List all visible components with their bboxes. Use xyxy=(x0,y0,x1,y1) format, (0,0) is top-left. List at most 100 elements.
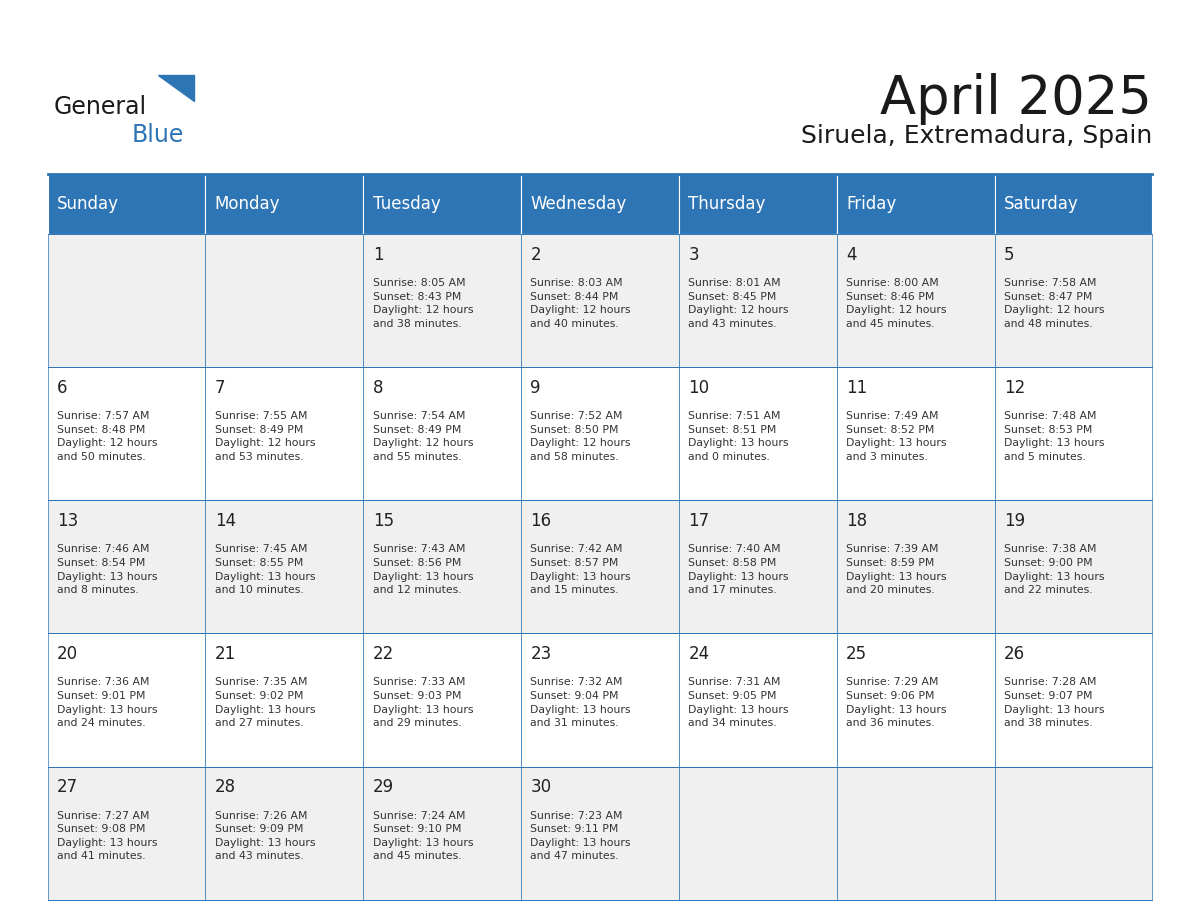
Bar xyxy=(364,500,522,633)
Bar xyxy=(994,367,1152,500)
Bar xyxy=(206,174,364,234)
Text: Monday: Monday xyxy=(215,196,280,213)
Bar xyxy=(994,767,1152,900)
Bar xyxy=(678,500,836,633)
Text: 17: 17 xyxy=(688,512,709,531)
Text: Sunrise: 7:32 AM
Sunset: 9:04 PM
Daylight: 13 hours
and 31 minutes.: Sunrise: 7:32 AM Sunset: 9:04 PM Dayligh… xyxy=(531,677,631,728)
Bar xyxy=(364,174,522,234)
Bar xyxy=(678,174,836,234)
Text: Sunrise: 7:36 AM
Sunset: 9:01 PM
Daylight: 13 hours
and 24 minutes.: Sunrise: 7:36 AM Sunset: 9:01 PM Dayligh… xyxy=(57,677,158,728)
Bar xyxy=(994,500,1152,633)
Text: Sunrise: 7:48 AM
Sunset: 8:53 PM
Daylight: 13 hours
and 5 minutes.: Sunrise: 7:48 AM Sunset: 8:53 PM Dayligh… xyxy=(1004,411,1105,462)
Bar xyxy=(836,234,994,367)
Bar xyxy=(48,367,206,500)
Text: Sunrise: 8:00 AM
Sunset: 8:46 PM
Daylight: 12 hours
and 45 minutes.: Sunrise: 8:00 AM Sunset: 8:46 PM Dayligh… xyxy=(846,278,947,329)
Text: Sunrise: 8:03 AM
Sunset: 8:44 PM
Daylight: 12 hours
and 40 minutes.: Sunrise: 8:03 AM Sunset: 8:44 PM Dayligh… xyxy=(531,278,631,329)
Bar xyxy=(364,367,522,500)
Text: 23: 23 xyxy=(531,645,551,664)
Text: Sunrise: 7:49 AM
Sunset: 8:52 PM
Daylight: 13 hours
and 3 minutes.: Sunrise: 7:49 AM Sunset: 8:52 PM Dayligh… xyxy=(846,411,947,462)
Bar xyxy=(206,767,364,900)
Text: Sunrise: 7:26 AM
Sunset: 9:09 PM
Daylight: 13 hours
and 43 minutes.: Sunrise: 7:26 AM Sunset: 9:09 PM Dayligh… xyxy=(215,811,315,861)
Bar xyxy=(522,234,678,367)
Text: Sunrise: 7:54 AM
Sunset: 8:49 PM
Daylight: 12 hours
and 55 minutes.: Sunrise: 7:54 AM Sunset: 8:49 PM Dayligh… xyxy=(373,411,473,462)
Bar xyxy=(48,767,206,900)
Bar xyxy=(48,174,206,234)
Text: Sunrise: 7:58 AM
Sunset: 8:47 PM
Daylight: 12 hours
and 48 minutes.: Sunrise: 7:58 AM Sunset: 8:47 PM Dayligh… xyxy=(1004,278,1105,329)
Text: 21: 21 xyxy=(215,645,236,664)
Text: Sunrise: 7:51 AM
Sunset: 8:51 PM
Daylight: 13 hours
and 0 minutes.: Sunrise: 7:51 AM Sunset: 8:51 PM Dayligh… xyxy=(688,411,789,462)
Text: 1: 1 xyxy=(373,246,384,264)
Text: 5: 5 xyxy=(1004,246,1015,264)
Bar xyxy=(678,633,836,767)
Bar xyxy=(206,367,364,500)
Text: 3: 3 xyxy=(688,246,699,264)
Bar xyxy=(836,633,994,767)
Bar xyxy=(522,174,678,234)
Text: Sunrise: 8:01 AM
Sunset: 8:45 PM
Daylight: 12 hours
and 43 minutes.: Sunrise: 8:01 AM Sunset: 8:45 PM Dayligh… xyxy=(688,278,789,329)
Text: Sunrise: 7:39 AM
Sunset: 8:59 PM
Daylight: 13 hours
and 20 minutes.: Sunrise: 7:39 AM Sunset: 8:59 PM Dayligh… xyxy=(846,544,947,595)
Text: 8: 8 xyxy=(373,379,384,397)
Text: Blue: Blue xyxy=(132,123,184,147)
Bar xyxy=(206,633,364,767)
Bar xyxy=(364,234,522,367)
Text: Sunrise: 7:31 AM
Sunset: 9:05 PM
Daylight: 13 hours
and 34 minutes.: Sunrise: 7:31 AM Sunset: 9:05 PM Dayligh… xyxy=(688,677,789,728)
Text: Sunrise: 8:05 AM
Sunset: 8:43 PM
Daylight: 12 hours
and 38 minutes.: Sunrise: 8:05 AM Sunset: 8:43 PM Dayligh… xyxy=(373,278,473,329)
Bar xyxy=(678,367,836,500)
Bar xyxy=(48,234,206,367)
Text: Tuesday: Tuesday xyxy=(373,196,441,213)
Text: Sunrise: 7:27 AM
Sunset: 9:08 PM
Daylight: 13 hours
and 41 minutes.: Sunrise: 7:27 AM Sunset: 9:08 PM Dayligh… xyxy=(57,811,158,861)
Bar xyxy=(836,500,994,633)
Text: Sunrise: 7:23 AM
Sunset: 9:11 PM
Daylight: 13 hours
and 47 minutes.: Sunrise: 7:23 AM Sunset: 9:11 PM Dayligh… xyxy=(531,811,631,861)
Bar xyxy=(994,633,1152,767)
Text: Wednesday: Wednesday xyxy=(531,196,627,213)
Bar xyxy=(522,767,678,900)
Text: 14: 14 xyxy=(215,512,236,531)
Text: Siruela, Extremadura, Spain: Siruela, Extremadura, Spain xyxy=(801,124,1152,148)
Text: 30: 30 xyxy=(531,778,551,797)
Text: 9: 9 xyxy=(531,379,541,397)
Bar xyxy=(836,174,994,234)
Bar xyxy=(678,767,836,900)
Text: Saturday: Saturday xyxy=(1004,196,1079,213)
Text: Sunrise: 7:52 AM
Sunset: 8:50 PM
Daylight: 12 hours
and 58 minutes.: Sunrise: 7:52 AM Sunset: 8:50 PM Dayligh… xyxy=(531,411,631,462)
Bar xyxy=(522,500,678,633)
Text: 11: 11 xyxy=(846,379,867,397)
Text: 27: 27 xyxy=(57,778,78,797)
Text: 15: 15 xyxy=(373,512,393,531)
Text: 12: 12 xyxy=(1004,379,1025,397)
Bar xyxy=(364,767,522,900)
Text: 2: 2 xyxy=(531,246,541,264)
Text: General: General xyxy=(53,95,146,119)
Text: Sunrise: 7:55 AM
Sunset: 8:49 PM
Daylight: 12 hours
and 53 minutes.: Sunrise: 7:55 AM Sunset: 8:49 PM Dayligh… xyxy=(215,411,315,462)
Text: 4: 4 xyxy=(846,246,857,264)
Text: Sunrise: 7:29 AM
Sunset: 9:06 PM
Daylight: 13 hours
and 36 minutes.: Sunrise: 7:29 AM Sunset: 9:06 PM Dayligh… xyxy=(846,677,947,728)
Text: 26: 26 xyxy=(1004,645,1025,664)
Text: 19: 19 xyxy=(1004,512,1025,531)
Text: Sunrise: 7:40 AM
Sunset: 8:58 PM
Daylight: 13 hours
and 17 minutes.: Sunrise: 7:40 AM Sunset: 8:58 PM Dayligh… xyxy=(688,544,789,595)
Text: 24: 24 xyxy=(688,645,709,664)
Text: Sunday: Sunday xyxy=(57,196,119,213)
Text: Sunrise: 7:43 AM
Sunset: 8:56 PM
Daylight: 13 hours
and 12 minutes.: Sunrise: 7:43 AM Sunset: 8:56 PM Dayligh… xyxy=(373,544,473,595)
Bar xyxy=(364,633,522,767)
Text: Sunrise: 7:24 AM
Sunset: 9:10 PM
Daylight: 13 hours
and 45 minutes.: Sunrise: 7:24 AM Sunset: 9:10 PM Dayligh… xyxy=(373,811,473,861)
Bar xyxy=(206,500,364,633)
Text: Thursday: Thursday xyxy=(688,196,766,213)
Text: 25: 25 xyxy=(846,645,867,664)
Text: 28: 28 xyxy=(215,778,236,797)
Text: Friday: Friday xyxy=(846,196,897,213)
Text: Sunrise: 7:45 AM
Sunset: 8:55 PM
Daylight: 13 hours
and 10 minutes.: Sunrise: 7:45 AM Sunset: 8:55 PM Dayligh… xyxy=(215,544,315,595)
Bar xyxy=(522,633,678,767)
Bar xyxy=(522,367,678,500)
Text: Sunrise: 7:33 AM
Sunset: 9:03 PM
Daylight: 13 hours
and 29 minutes.: Sunrise: 7:33 AM Sunset: 9:03 PM Dayligh… xyxy=(373,677,473,728)
Text: Sunrise: 7:42 AM
Sunset: 8:57 PM
Daylight: 13 hours
and 15 minutes.: Sunrise: 7:42 AM Sunset: 8:57 PM Dayligh… xyxy=(531,544,631,595)
Bar xyxy=(678,234,836,367)
Text: 6: 6 xyxy=(57,379,68,397)
Text: 16: 16 xyxy=(531,512,551,531)
Polygon shape xyxy=(158,75,194,101)
Text: 10: 10 xyxy=(688,379,709,397)
Bar xyxy=(836,767,994,900)
Bar xyxy=(48,633,206,767)
Text: Sunrise: 7:28 AM
Sunset: 9:07 PM
Daylight: 13 hours
and 38 minutes.: Sunrise: 7:28 AM Sunset: 9:07 PM Dayligh… xyxy=(1004,677,1105,728)
Text: Sunrise: 7:46 AM
Sunset: 8:54 PM
Daylight: 13 hours
and 8 minutes.: Sunrise: 7:46 AM Sunset: 8:54 PM Dayligh… xyxy=(57,544,158,595)
Text: 22: 22 xyxy=(373,645,394,664)
